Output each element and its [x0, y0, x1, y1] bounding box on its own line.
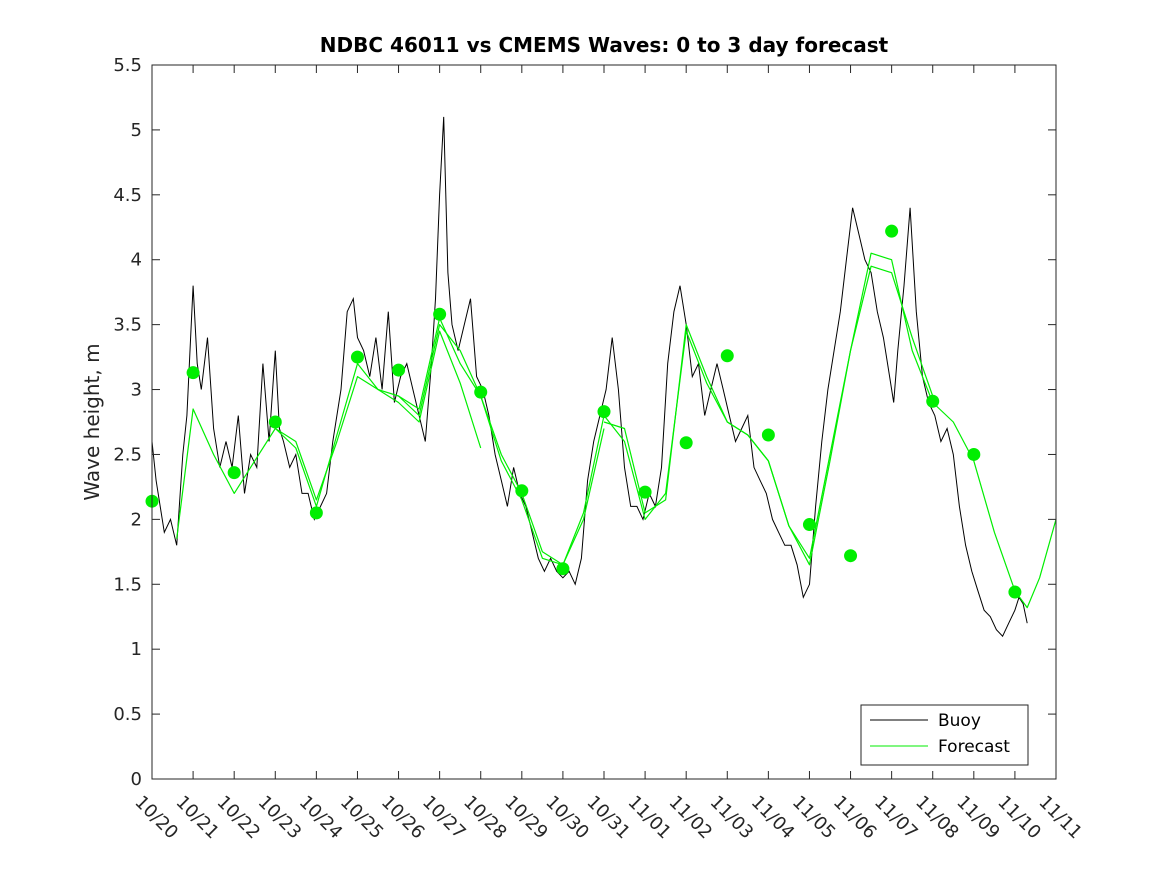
forecast-marker — [638, 485, 652, 499]
forecast-marker — [885, 224, 899, 238]
forecast-marker — [350, 350, 364, 364]
x-tick-label: 11/09 — [952, 792, 1004, 844]
forecast-marker — [227, 466, 241, 480]
legend-buoy-label: Buoy — [938, 711, 981, 731]
forecast-marker — [556, 562, 570, 576]
x-tick-label: 10/25 — [336, 792, 388, 844]
forecast-marker — [679, 436, 693, 450]
y-tick-label: 3.5 — [113, 315, 142, 336]
y-tick-label: 1 — [131, 639, 142, 660]
y-tick-label: 5 — [131, 120, 142, 141]
legend-box — [860, 704, 1029, 766]
plot-frame — [151, 64, 1057, 780]
x-tick-label: 10/29 — [500, 792, 552, 844]
legend-forecast-label: Forecast — [938, 737, 1010, 757]
y-tick-label: 3 — [131, 380, 142, 401]
x-tick-label: 11/02 — [665, 792, 717, 844]
x-tick-label: 11/08 — [911, 792, 963, 844]
forecast-marker — [392, 363, 406, 377]
x-tick-label: 10/31 — [582, 792, 634, 844]
x-tick-label: 11/06 — [829, 792, 881, 844]
x-tick-label: 10/22 — [213, 792, 265, 844]
forecast-marker — [309, 506, 323, 520]
forecast-marker — [967, 447, 981, 461]
x-tick-label: 10/27 — [418, 792, 470, 844]
x-tick-label: 11/10 — [993, 792, 1045, 844]
forecast-marker — [1008, 585, 1022, 599]
x-tick-label: 11/01 — [624, 792, 676, 844]
y-axis-label: Wave height, m — [80, 343, 104, 500]
y-tick-label: 0 — [131, 769, 142, 790]
y-tick-label: 0.5 — [113, 704, 142, 725]
y-tick-label: 5.5 — [113, 55, 142, 76]
forecast-series-line-3 — [398, 324, 769, 566]
x-tick-label: 10/20 — [130, 792, 182, 844]
forecast-marker — [761, 428, 775, 442]
chart-title: NDBC 46011 vs CMEMS Waves: 0 to 3 day fo… — [320, 33, 889, 57]
forecast-marker — [926, 394, 940, 408]
forecast-marker — [474, 385, 488, 399]
forecast-marker — [186, 366, 200, 380]
x-tick-label: 11/05 — [788, 792, 840, 844]
x-tick-label: 11/11 — [1034, 792, 1086, 844]
buoy-series-line — [151, 116, 1028, 638]
x-tick-label: 10/21 — [172, 792, 224, 844]
y-tick-label: 1.5 — [113, 574, 142, 595]
forecast-marker — [597, 405, 611, 419]
x-tick-label: 10/30 — [541, 792, 593, 844]
y-tick-label: 2.5 — [113, 444, 142, 465]
y-tick-label: 4.5 — [113, 185, 142, 206]
x-tick-label: 10/23 — [254, 792, 306, 844]
x-tick-label: 11/04 — [747, 792, 799, 844]
forecast-marker — [515, 484, 529, 498]
forecast-marker — [844, 549, 858, 563]
legend: Buoy Forecast — [860, 704, 1029, 766]
forecast-marker — [268, 415, 282, 429]
forecast-marker — [720, 349, 734, 363]
forecast-marker — [802, 518, 816, 532]
x-tick-label: 11/07 — [870, 792, 922, 844]
data-layer — [145, 116, 1057, 638]
x-tick-label: 10/28 — [459, 792, 511, 844]
x-tick-label: 10/24 — [295, 792, 347, 844]
y-tick-label: 4 — [131, 250, 142, 271]
x-tick-label: 10/26 — [377, 792, 429, 844]
x-tick-label: 11/03 — [706, 792, 758, 844]
forecast-series-line-5 — [767, 252, 1057, 609]
y-tick-label: 2 — [131, 509, 142, 530]
forecast-marker — [433, 307, 447, 321]
